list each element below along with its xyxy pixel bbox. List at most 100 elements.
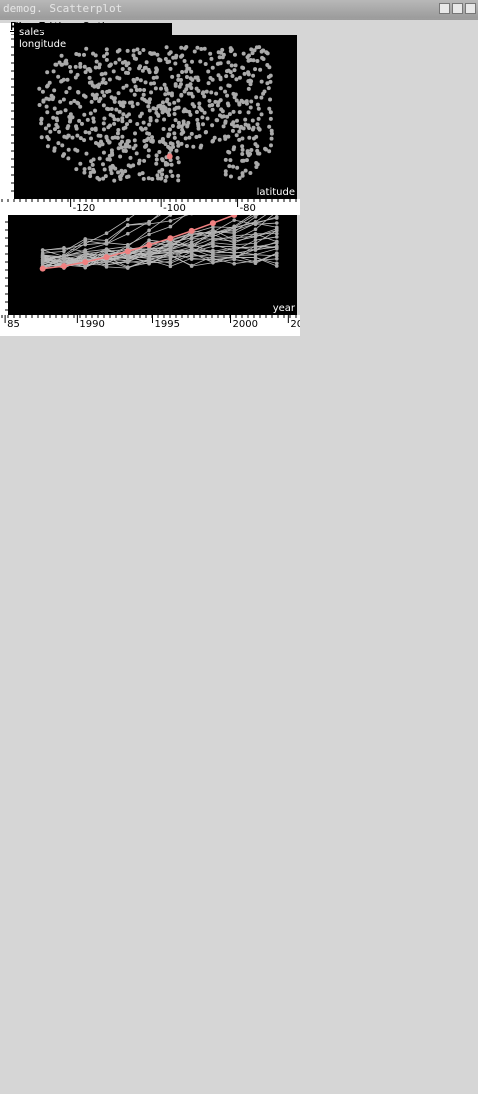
map-point <box>188 112 193 117</box>
menu-item[interactable]: File <box>10 20 29 33</box>
case-point <box>274 216 279 220</box>
highlighted-point <box>60 263 67 270</box>
map-point <box>184 63 189 68</box>
map-point <box>251 73 256 78</box>
map-point <box>240 144 245 149</box>
x-variable-label: year <box>273 303 296 314</box>
map-point <box>186 91 191 96</box>
map-point <box>160 100 165 105</box>
map-point <box>269 136 274 141</box>
map-point <box>107 153 112 158</box>
menu-item[interactable]: Options <box>81 20 125 33</box>
case-point <box>274 235 279 239</box>
map-point <box>202 46 207 51</box>
map-point <box>61 97 66 102</box>
map-point <box>127 66 132 71</box>
menu-item[interactable]: File <box>10 20 29 33</box>
case-point <box>40 254 45 259</box>
map-point <box>231 120 236 125</box>
map-point <box>87 67 92 72</box>
map-point <box>151 75 156 80</box>
map-point <box>140 96 145 101</box>
maximize-button[interactable] <box>452 3 463 14</box>
map-point <box>124 83 129 88</box>
map-point <box>66 156 71 161</box>
map-point <box>240 147 245 152</box>
map-point <box>116 170 121 175</box>
case-line <box>42 207 277 267</box>
case-point <box>168 252 173 257</box>
map-point <box>101 121 106 126</box>
map-point <box>195 117 200 122</box>
map-point <box>172 111 177 116</box>
map-point <box>103 80 108 85</box>
map-point <box>157 150 162 155</box>
map-point <box>230 73 235 78</box>
highlighted-point <box>166 153 173 160</box>
map-point <box>152 51 157 56</box>
close-button[interactable] <box>465 3 476 14</box>
map-point <box>116 91 121 96</box>
map-point <box>140 68 145 73</box>
map-point <box>128 164 133 169</box>
map-point <box>190 102 195 107</box>
map-point <box>88 174 93 179</box>
map-point <box>74 126 79 131</box>
map-point <box>132 92 137 97</box>
map-point <box>141 92 146 97</box>
map-point <box>64 90 69 95</box>
map-point <box>91 116 96 121</box>
map-point <box>140 171 145 176</box>
map-point <box>144 60 149 65</box>
map-point <box>221 124 226 129</box>
case-line <box>42 233 277 267</box>
map-point <box>105 157 110 162</box>
map-point <box>147 97 152 102</box>
menu-item[interactable]: Edges <box>38 20 72 33</box>
map-point <box>79 121 84 126</box>
map-point <box>155 173 160 178</box>
map-point <box>207 98 212 103</box>
minimize-button[interactable] <box>439 3 450 14</box>
map-point <box>125 122 130 127</box>
case-point <box>83 239 88 243</box>
map-point <box>67 86 72 91</box>
map-point <box>230 128 235 133</box>
map-point <box>242 71 247 76</box>
map-point <box>82 138 87 143</box>
map-point <box>138 78 143 83</box>
case-point <box>211 225 215 229</box>
map-point <box>77 118 82 123</box>
map-point <box>118 154 123 159</box>
map-point <box>234 98 239 103</box>
map-point <box>249 47 254 52</box>
map-point <box>157 139 162 144</box>
map-point <box>53 62 58 67</box>
map-point <box>176 120 181 125</box>
map-point <box>226 149 231 154</box>
map-point <box>41 98 46 103</box>
map-point <box>267 149 272 154</box>
map-point <box>117 109 122 114</box>
map-point <box>116 117 121 122</box>
map-point <box>87 130 92 135</box>
map-point <box>115 131 120 136</box>
map-point <box>246 70 251 75</box>
map-point <box>237 137 242 142</box>
map-point <box>104 51 109 56</box>
map-point <box>237 102 242 107</box>
case-point <box>232 224 237 229</box>
map-point <box>74 167 79 172</box>
map-point <box>243 117 248 122</box>
map-point <box>103 174 108 179</box>
map-point <box>216 73 221 78</box>
map-point <box>123 149 128 154</box>
map-point <box>88 136 93 141</box>
map-point <box>255 59 260 64</box>
map-point <box>52 146 57 151</box>
map-point <box>137 172 142 177</box>
map-point <box>213 99 218 104</box>
menu-item[interactable]: Options <box>38 20 81 33</box>
case-point <box>147 222 151 226</box>
map-point <box>78 136 83 141</box>
